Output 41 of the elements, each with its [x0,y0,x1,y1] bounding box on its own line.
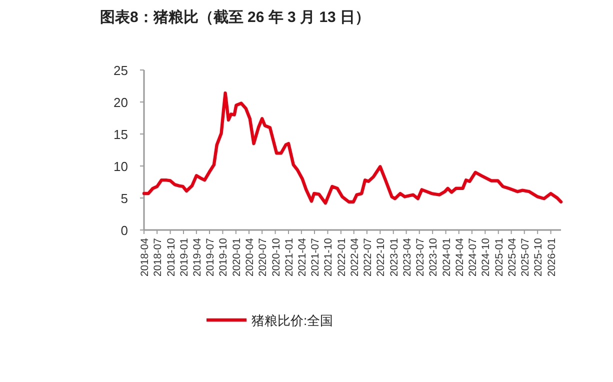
x-tick-label: 2019-07 [204,238,216,277]
y-tick-label: 25 [114,63,128,78]
x-tick-label: 2025-04 [506,238,518,277]
x-tick-label: 2026-01 [546,238,558,277]
x-tick-label: 2018-04 [139,238,151,277]
y-tick-label: 0 [120,223,128,238]
x-tick-label: 2021-01 [284,238,296,277]
y-tick-label: 20 [114,95,128,110]
y-tick-label: 5 [120,191,128,206]
x-tick-label: 2021-07 [310,238,322,277]
line-series [142,91,563,205]
x-tick-label: 2022-04 [348,238,361,277]
legend-label: 猪粮比价:全国 [252,313,334,328]
x-tick-label: 2024-07 [466,238,479,277]
x-tick-label: 2022-10 [375,238,388,277]
x-tick-label: 2024-10 [480,238,492,277]
chart-title: 图表8：猪粮比（截至 26 年 3 月 13 日） [100,9,370,26]
x-tick-label: 2025-01 [493,238,506,277]
x-tick-label: 2021-04 [296,238,308,277]
x-tick-label: 2024-01 [440,238,453,277]
x-tick-label: 2019-10 [218,238,230,277]
x-tick-label: 2020-01 [230,238,243,277]
x-tick-label: 2019-04 [191,238,204,277]
y-tick-label: 10 [114,159,128,174]
x-tick-label: 2023-01 [388,238,400,277]
x-tick-label: 2024-04 [454,238,466,277]
x-tick-label: 2018-07 [152,238,164,277]
x-tick-label: 2023-07 [414,238,426,277]
x-tick-label: 2021-10 [322,238,335,277]
x-tick-label: 2025-10 [532,238,545,277]
x-tick-label: 2019-01 [178,238,190,277]
x-tick-label: 2023-04 [401,238,414,277]
y-tick-label: 15 [114,127,128,142]
x-tick-label: 2020-04 [244,238,256,277]
x-tick-label: 2022-01 [336,238,348,277]
x-tick-label: 2020-10 [270,238,282,277]
x-tick-label: 2023-10 [428,238,440,277]
x-tick-label: 2025-07 [519,238,532,277]
x-tick-label: 2018-10 [165,238,178,277]
x-tick-label: 2022-07 [362,238,374,277]
x-tick-label: 2020-07 [257,238,270,277]
